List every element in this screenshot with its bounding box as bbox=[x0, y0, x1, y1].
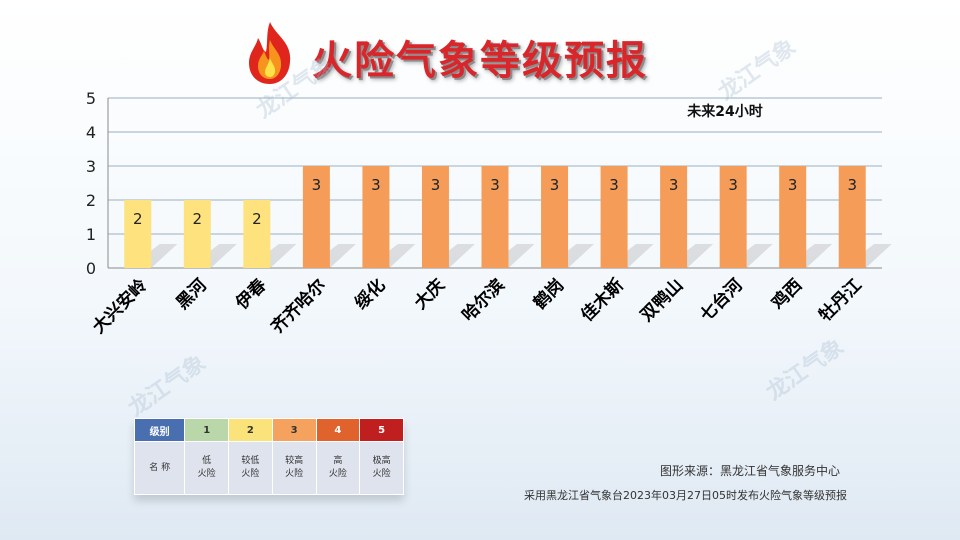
legend-name-cell: 低火险 bbox=[184, 441, 230, 495]
bar bbox=[124, 200, 152, 268]
legend-header-cell: 3 bbox=[271, 418, 317, 442]
category-label: 大庆 bbox=[410, 275, 449, 314]
bar-value-label: 3 bbox=[490, 176, 500, 194]
legend-header-cell: 5 bbox=[359, 418, 404, 442]
bar-value-label: 3 bbox=[609, 176, 619, 194]
title-block: 火险气象等级预报 bbox=[240, 18, 720, 88]
category-label: 鸡西 bbox=[767, 275, 807, 315]
bar bbox=[779, 166, 807, 268]
y-tick-label: 4 bbox=[86, 123, 96, 142]
flame-icon bbox=[249, 22, 291, 84]
bar bbox=[660, 166, 688, 268]
legend-header-cell: 4 bbox=[315, 418, 361, 442]
legend-header-cell: 2 bbox=[228, 418, 273, 442]
bar bbox=[183, 200, 211, 268]
category-label: 伊春 bbox=[231, 275, 271, 315]
bar-value-label: 3 bbox=[312, 176, 322, 194]
bar bbox=[600, 166, 628, 268]
bar bbox=[362, 166, 390, 268]
y-tick-label: 2 bbox=[86, 191, 96, 210]
bar bbox=[481, 166, 509, 268]
bar bbox=[838, 166, 866, 268]
bar-value-label: 2 bbox=[193, 210, 203, 228]
legend-row-label: 名 称 bbox=[133, 441, 186, 495]
category-label: 哈尔滨 bbox=[458, 275, 509, 326]
legend-name-cell: 极高 火险 bbox=[359, 441, 404, 495]
bar-value-label: 3 bbox=[847, 176, 857, 194]
issued-note: 采用黑龙江省气象台2023年03月27日05时发布火险气象等级预报 bbox=[524, 489, 847, 502]
bar bbox=[719, 166, 747, 268]
category-label: 大兴安岭 bbox=[88, 275, 151, 338]
y-tick-label: 5 bbox=[86, 89, 96, 108]
category-label: 佳木斯 bbox=[577, 275, 628, 326]
category-label: 鹤岗 bbox=[529, 275, 568, 314]
page-title: 火险气象等级预报 bbox=[312, 38, 648, 84]
bar-value-label: 3 bbox=[728, 176, 738, 194]
source-credit: 图形来源：黑龙江省气象服务中心 bbox=[659, 464, 840, 478]
y-tick-label: 1 bbox=[86, 225, 96, 244]
category-label: 双鸭山 bbox=[636, 275, 687, 326]
bar-value-label: 2 bbox=[252, 210, 262, 228]
legend-name-cell: 较低 火险 bbox=[228, 441, 273, 495]
bar-value-label: 2 bbox=[133, 210, 143, 228]
category-label: 黑河 bbox=[173, 275, 211, 313]
category-label: 绥化 bbox=[351, 275, 390, 314]
chart-annotation: 未来24小时 bbox=[687, 103, 762, 120]
fire-level-legend: 级别 1 2 3 4 5 名 称 低火险 较低 火险 较高 火险 高火险 极高 火险 bbox=[133, 418, 404, 495]
category-label: 七台河 bbox=[696, 275, 747, 326]
bar bbox=[243, 200, 271, 268]
y-tick-label: 0 bbox=[86, 259, 96, 278]
category-label: 牡丹江 bbox=[815, 275, 866, 326]
bar-value-label: 3 bbox=[669, 176, 679, 194]
y-tick-label: 3 bbox=[86, 157, 96, 176]
category-label: 齐齐哈尔 bbox=[267, 275, 330, 338]
bar bbox=[541, 166, 569, 268]
legend-header-cell: 级别 bbox=[133, 418, 186, 442]
legend-name-cell: 较高 火险 bbox=[271, 441, 317, 495]
bar-value-label: 3 bbox=[431, 176, 441, 194]
bar bbox=[421, 166, 449, 268]
legend-name-cell: 高火险 bbox=[315, 441, 361, 495]
bar-value-label: 3 bbox=[550, 176, 560, 194]
bar-value-label: 3 bbox=[788, 176, 798, 194]
legend-header-cell: 1 bbox=[184, 418, 230, 442]
bar bbox=[302, 166, 330, 268]
bar-value-label: 3 bbox=[371, 176, 381, 194]
